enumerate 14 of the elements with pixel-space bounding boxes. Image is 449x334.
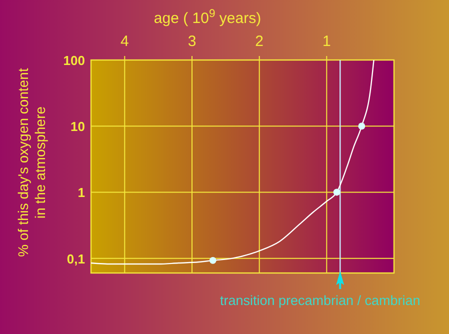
point: [358, 122, 366, 130]
x-tick-label: 4: [120, 33, 129, 50]
y-tick-label: 1: [78, 185, 85, 200]
ref-line-label: transition precambrian / cambrian: [220, 293, 420, 308]
y-axis-title: % of this day's oxygen content in the atmosphere: [15, 68, 48, 257]
x-tick-label: 1: [322, 33, 331, 50]
y-tick-label: 100: [63, 53, 85, 68]
point: [333, 188, 340, 196]
y-tick-label: 10: [70, 119, 85, 134]
point: [209, 256, 216, 264]
x-tick-label: 3: [188, 33, 196, 50]
y-tick-label: 0,1: [66, 251, 85, 266]
x-axis-title: age ( 10$^{9}$ years): [154, 8, 262, 27]
x-tick-label: 2: [255, 33, 264, 50]
